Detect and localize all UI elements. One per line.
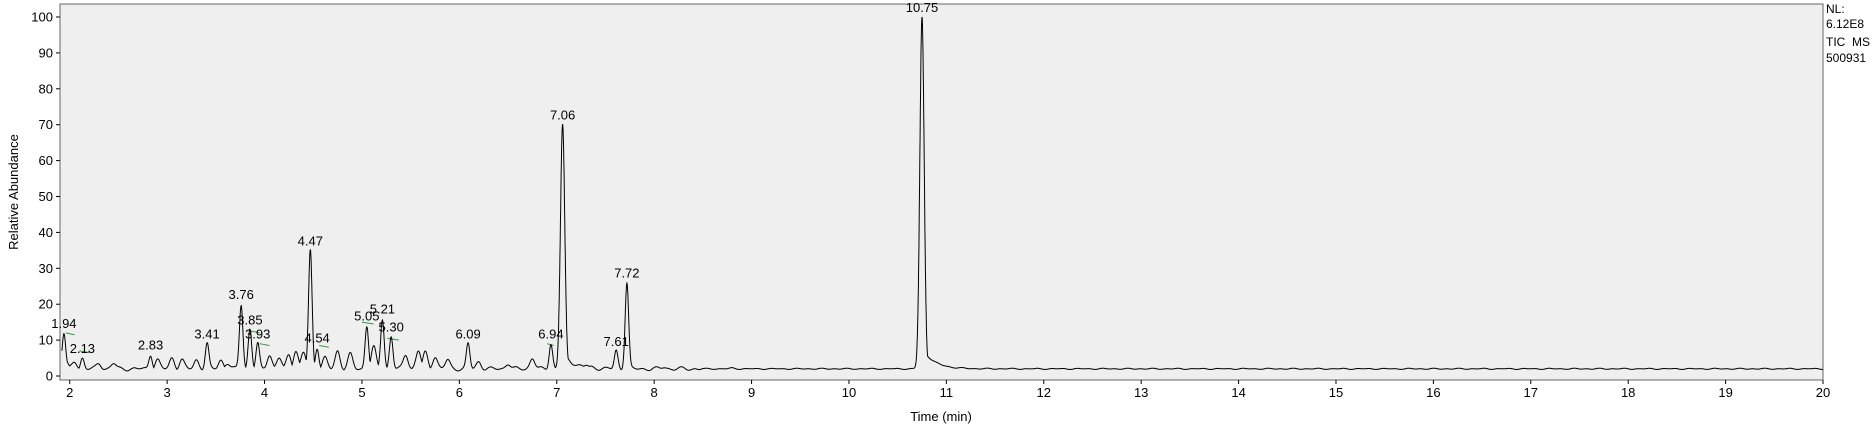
x-tick-label: 15: [1329, 385, 1343, 400]
y-tick-label: 60: [39, 153, 53, 168]
chromatogram-trace: [61, 16, 1823, 372]
baseline-mark: [251, 330, 260, 334]
x-tick-label: 10: [842, 385, 856, 400]
peak-label: 3.76: [229, 287, 254, 302]
peak-label: 7.72: [614, 266, 639, 281]
baseline-mark: [79, 350, 90, 354]
x-tick-label: 5: [358, 385, 365, 400]
x-tick-label: 6: [456, 385, 463, 400]
sample-id: 500931: [1826, 51, 1867, 65]
peak-label: 5.05: [354, 309, 379, 324]
y-tick-label: 80: [39, 81, 53, 96]
y-tick-label: 0: [46, 369, 53, 384]
x-tick-label: 14: [1231, 385, 1245, 400]
peak-label: 5.21: [370, 302, 395, 317]
x-tick-label: 8: [651, 385, 658, 400]
plot-area: [59, 3, 1824, 381]
x-axis: 2 3 4 5 6 7 8 9 10 11 12 13 14 15 16 17 18 19 20: [66, 380, 1830, 400]
x-tick-label: 12: [1037, 385, 1051, 400]
scan-filter: TIC MS: [1826, 35, 1870, 49]
y-tick-label: 20: [39, 297, 53, 312]
nl-value: 6.12E8: [1826, 17, 1865, 31]
x-tick-label: 13: [1134, 385, 1148, 400]
baseline-mark: [65, 332, 75, 336]
x-tick-label: 20: [1816, 385, 1830, 400]
peak-label: 3.85: [237, 312, 262, 327]
x-tick-label: 16: [1426, 385, 1440, 400]
y-tick-label: 30: [39, 261, 53, 276]
baseline-marks: [65, 321, 554, 354]
x-axis-title: Time (min): [910, 409, 972, 424]
peak-label: 7.06: [550, 108, 575, 123]
y-tick-label: 40: [39, 225, 53, 240]
peak-label: 7.61: [604, 334, 629, 349]
baseline-mark: [259, 343, 270, 346]
y-tick-label: 90: [39, 45, 53, 60]
peak-label: 3.41: [194, 327, 219, 342]
peak-label: 6.09: [455, 327, 480, 342]
peak-labels: 1.94 2.13 2.83 3.41 3.76 3.853.93 4.47 4.54 5.05…: [51, 0, 938, 356]
peak-label: 4.54: [304, 330, 329, 345]
x-tick-label: 9: [748, 385, 755, 400]
x-tick-label: 4: [261, 385, 268, 400]
peak-label: 2.13: [70, 341, 95, 356]
y-axis-title: Relative Abundance: [6, 134, 21, 250]
baseline-mark: [319, 344, 329, 348]
y-axis: 0 10 20 30 40 50 60 70 80 90 100: [31, 10, 60, 384]
peak-label: 10.75: [906, 0, 939, 15]
x-tick-label: 2: [66, 385, 73, 400]
x-tick-label: 17: [1524, 385, 1538, 400]
y-tick-label: 10: [39, 333, 53, 348]
peak-label: 5.30: [379, 320, 404, 335]
x-tick-label: 18: [1621, 385, 1635, 400]
peak-label: 4.47: [298, 233, 323, 248]
x-tick-label: 7: [553, 385, 560, 400]
baseline-mark: [361, 321, 374, 325]
x-tick-label: 3: [164, 385, 171, 400]
y-tick-label: 100: [31, 10, 53, 25]
x-tick-label: 11: [940, 385, 954, 400]
baseline-mark: [387, 337, 400, 341]
x-tick-label: 19: [1718, 385, 1732, 400]
peak-label: 3.93: [245, 327, 270, 342]
y-tick-label: 70: [39, 117, 53, 132]
y-tick-label: 50: [39, 189, 53, 204]
peak-label: 2.83: [138, 337, 163, 352]
peak-label: 1.94: [51, 316, 76, 331]
peak-label: 6.94: [538, 327, 563, 342]
nl-label: NL:: [1826, 2, 1845, 16]
